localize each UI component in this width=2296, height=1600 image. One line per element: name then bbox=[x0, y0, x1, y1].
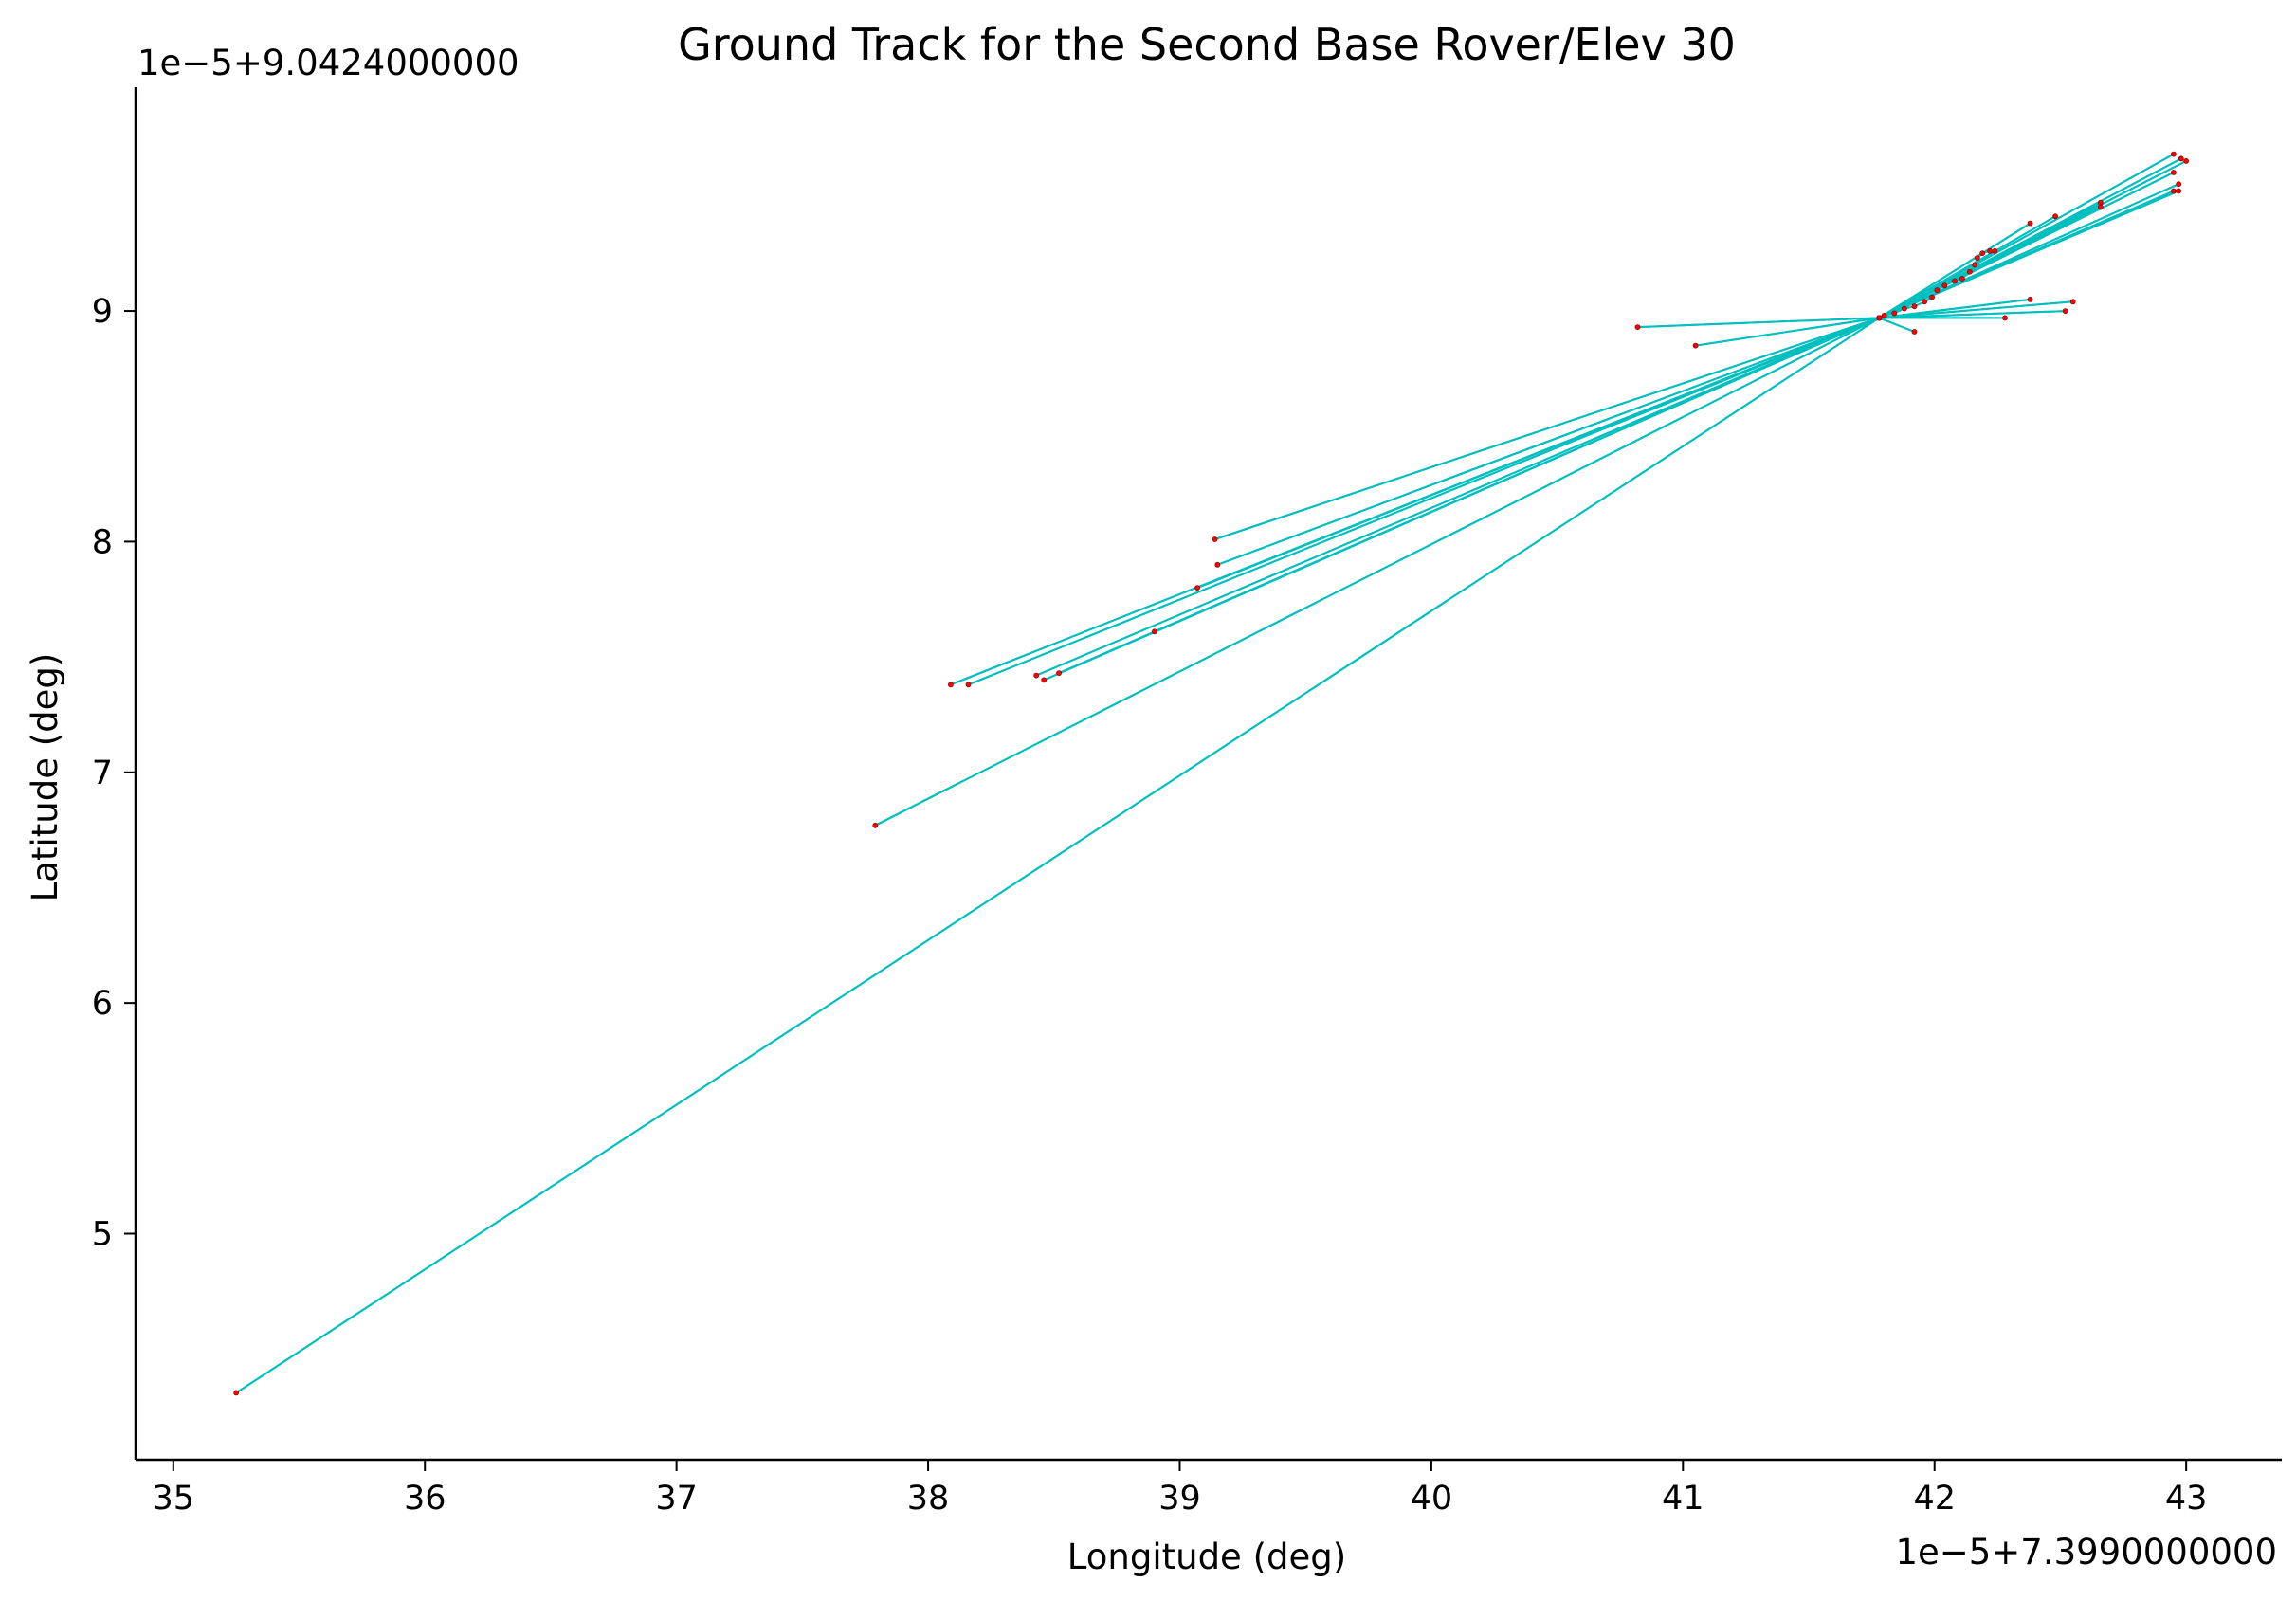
track-point bbox=[2027, 220, 2033, 227]
y-tick-label: 5 bbox=[92, 1216, 113, 1254]
track-point bbox=[1902, 305, 1907, 312]
track-point bbox=[965, 682, 972, 688]
track-point bbox=[1056, 670, 1062, 676]
track-point bbox=[1212, 536, 1218, 542]
track-point bbox=[1922, 299, 1927, 305]
track-point bbox=[2170, 151, 2177, 157]
track-point bbox=[2170, 170, 2177, 175]
track-point bbox=[2027, 296, 2033, 302]
x-tick-label: 36 bbox=[404, 1480, 446, 1518]
track-point bbox=[2178, 155, 2184, 162]
track-point bbox=[1979, 250, 1986, 257]
track-segment bbox=[1196, 317, 1880, 590]
track-point bbox=[1881, 312, 1887, 318]
track-point bbox=[2176, 181, 2182, 188]
track-segment bbox=[1637, 317, 1880, 329]
track-point bbox=[1876, 315, 1883, 321]
track-point bbox=[1959, 276, 1965, 282]
y-tick-label: 8 bbox=[92, 523, 113, 561]
track-point bbox=[2097, 199, 2104, 206]
track-point bbox=[2176, 188, 2182, 194]
track-point bbox=[872, 822, 879, 828]
track-segment bbox=[1878, 153, 2175, 319]
track-point bbox=[1992, 247, 1998, 254]
track-point bbox=[948, 682, 954, 688]
y-tick-label: 9 bbox=[92, 293, 113, 331]
x-tick-label: 38 bbox=[907, 1480, 950, 1518]
track-point bbox=[1941, 282, 1948, 289]
y-axis-label: Latitude (deg) bbox=[25, 653, 65, 902]
track-segment bbox=[1879, 298, 2031, 319]
track-point bbox=[2183, 157, 2189, 164]
x-tick-label: 37 bbox=[655, 1480, 698, 1518]
track-segment bbox=[1214, 317, 1880, 540]
track-point bbox=[2069, 299, 2076, 305]
track-point bbox=[1214, 561, 1221, 568]
x-tick-label: 41 bbox=[1662, 1480, 1704, 1518]
track-point bbox=[1041, 677, 1048, 683]
track-point bbox=[1974, 255, 1980, 261]
track-segment bbox=[1035, 317, 1880, 677]
track-point bbox=[1911, 329, 1918, 335]
track-segment bbox=[1878, 222, 2032, 319]
track-point bbox=[1987, 247, 1993, 254]
track-segment bbox=[1695, 317, 1880, 347]
track-segment bbox=[1216, 317, 1880, 566]
chart-title: Ground Track for the Second Base Rover/E… bbox=[678, 19, 1736, 70]
track-point bbox=[233, 1390, 240, 1396]
track-segment bbox=[1154, 317, 1880, 633]
y-offset-label: 1e−5+9.0424000000 bbox=[137, 43, 519, 83]
track-point bbox=[1033, 672, 1040, 679]
x-axis-label: Longitude (deg) bbox=[1067, 1536, 1346, 1577]
plot-area bbox=[233, 151, 2189, 1396]
track-point bbox=[1152, 628, 1157, 635]
track-point bbox=[1966, 268, 1973, 275]
track-segment bbox=[235, 317, 1880, 1394]
track-point bbox=[1891, 310, 1898, 317]
track-point bbox=[2002, 315, 2008, 321]
y-tick-label: 7 bbox=[92, 755, 113, 792]
track-segment bbox=[1879, 310, 2066, 319]
track-point bbox=[1929, 294, 1935, 300]
track-segment bbox=[874, 317, 1880, 827]
track-point bbox=[2052, 213, 2058, 220]
track-segment bbox=[1878, 206, 2102, 319]
x-tick-label: 43 bbox=[2165, 1480, 2208, 1518]
track-point bbox=[1634, 324, 1641, 330]
track-segment bbox=[1879, 300, 2073, 319]
x-tick-label: 40 bbox=[1411, 1480, 1453, 1518]
track-point bbox=[1952, 278, 1958, 284]
x-tick-label: 35 bbox=[153, 1480, 195, 1518]
track-point bbox=[2170, 188, 2177, 194]
x-tick-label: 42 bbox=[1913, 1480, 1956, 1518]
track-point bbox=[2097, 204, 2104, 210]
track-segment bbox=[1878, 317, 1915, 333]
y-tick-label: 6 bbox=[92, 985, 113, 1023]
track-point bbox=[1194, 585, 1200, 591]
track-point bbox=[1911, 303, 1918, 310]
x-offset-label: 1e−5+7.3990000000 bbox=[1895, 1532, 2277, 1573]
x-tick-label: 39 bbox=[1158, 1480, 1201, 1518]
track-point bbox=[1692, 342, 1699, 349]
track-segment bbox=[968, 317, 1880, 686]
track-point bbox=[2062, 308, 2068, 314]
axes: 35 36 37 38 39 40 41 42 43 5 6 7 8 9 bbox=[92, 87, 2282, 1518]
track-point bbox=[1934, 287, 1941, 294]
track-segment bbox=[1878, 190, 2175, 319]
track-point bbox=[1972, 262, 1978, 268]
